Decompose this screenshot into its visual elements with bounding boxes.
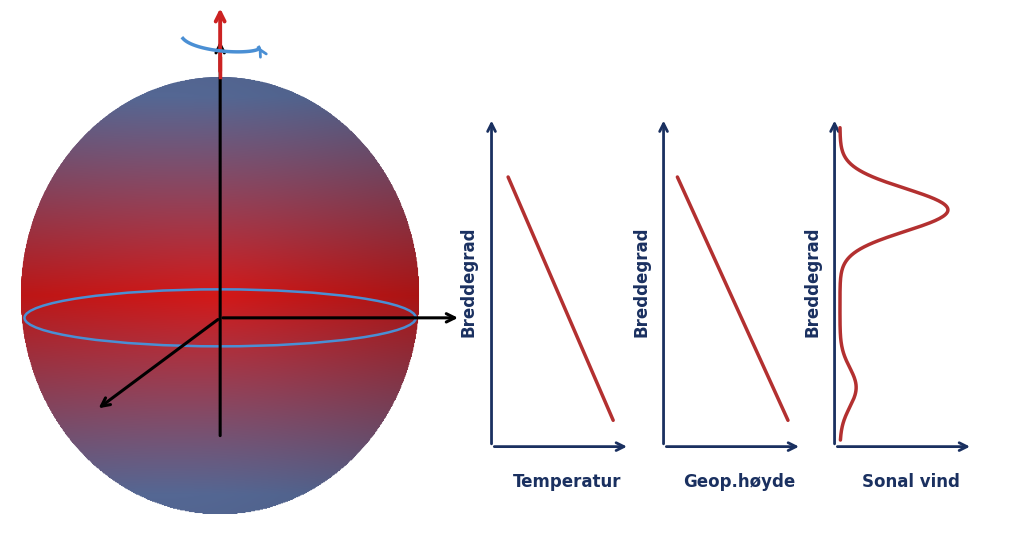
Text: Sonal vind: Sonal vind	[861, 473, 959, 491]
Text: Temperatur: Temperatur	[513, 473, 622, 491]
Text: Breddegrad: Breddegrad	[803, 227, 821, 338]
Text: Breddegrad: Breddegrad	[460, 227, 478, 338]
Text: Breddegrad: Breddegrad	[632, 227, 650, 338]
Text: Geop.høyde: Geop.høyde	[683, 473, 796, 491]
